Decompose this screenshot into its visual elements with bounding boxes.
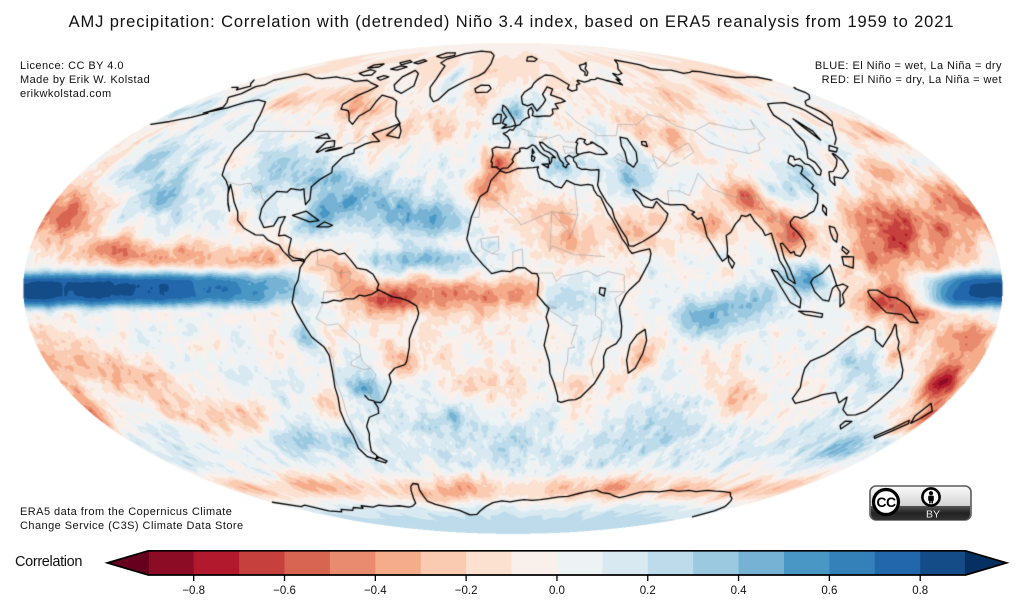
svg-text:−0.6: −0.6 xyxy=(273,585,296,597)
svg-text:−0.8: −0.8 xyxy=(182,585,205,597)
svg-text:−0.4: −0.4 xyxy=(364,585,387,597)
svg-text:−0.2: −0.2 xyxy=(455,585,478,597)
svg-text:0.8: 0.8 xyxy=(912,585,928,597)
svg-text:0.0: 0.0 xyxy=(549,585,565,597)
svg-text:CC: CC xyxy=(876,494,896,510)
svg-text:0.4: 0.4 xyxy=(731,585,748,597)
svg-text:0.6: 0.6 xyxy=(821,585,837,597)
svg-text:0.2: 0.2 xyxy=(640,585,656,597)
svg-text:BY: BY xyxy=(926,508,940,520)
